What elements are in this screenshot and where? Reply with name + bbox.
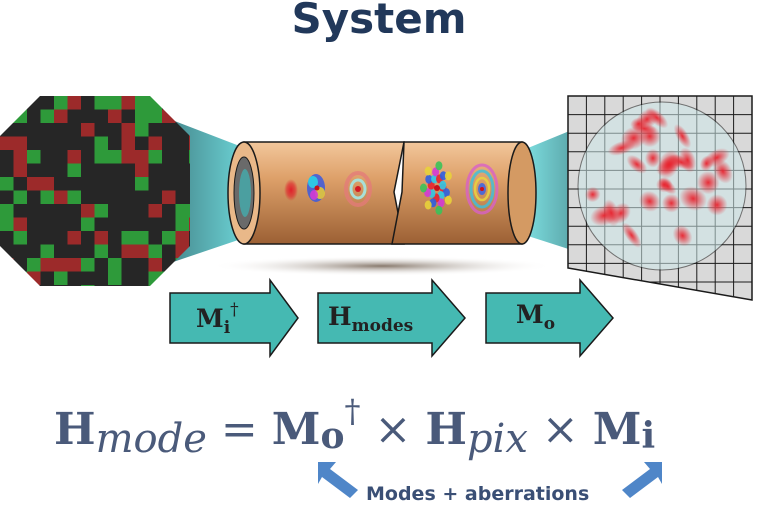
callout-arrow-right (622, 462, 662, 498)
title: System (291, 0, 467, 43)
equation: Hmode = Mo† × Hpix × Mi (54, 392, 656, 462)
mode-pattern-vortex (307, 174, 325, 202)
arrow-label-h-modes: Hmodes (328, 302, 414, 336)
fiber-right-segment (391, 141, 537, 245)
mode-pattern-fundamental (284, 179, 298, 201)
arrow-output-mode-transform (485, 277, 614, 359)
input-pixel-grid (0, 96, 190, 286)
fiber-shadow (210, 256, 554, 276)
mode-pattern-ring (344, 171, 372, 207)
arrow-mode-transmission (317, 277, 466, 359)
camera-sensor (567, 95, 753, 301)
callout-arrow-left (318, 462, 358, 498)
arrow-label-mo: Mo (516, 300, 556, 334)
annotation-modes-aberrations: Modes + aberrations (366, 483, 590, 505)
mode-pattern-complex (420, 161, 452, 215)
arrow-label-mi-dagger: Mi† (196, 300, 239, 338)
arrow-input-mode-transform (169, 277, 299, 359)
mode-pattern-multiring (465, 163, 499, 215)
